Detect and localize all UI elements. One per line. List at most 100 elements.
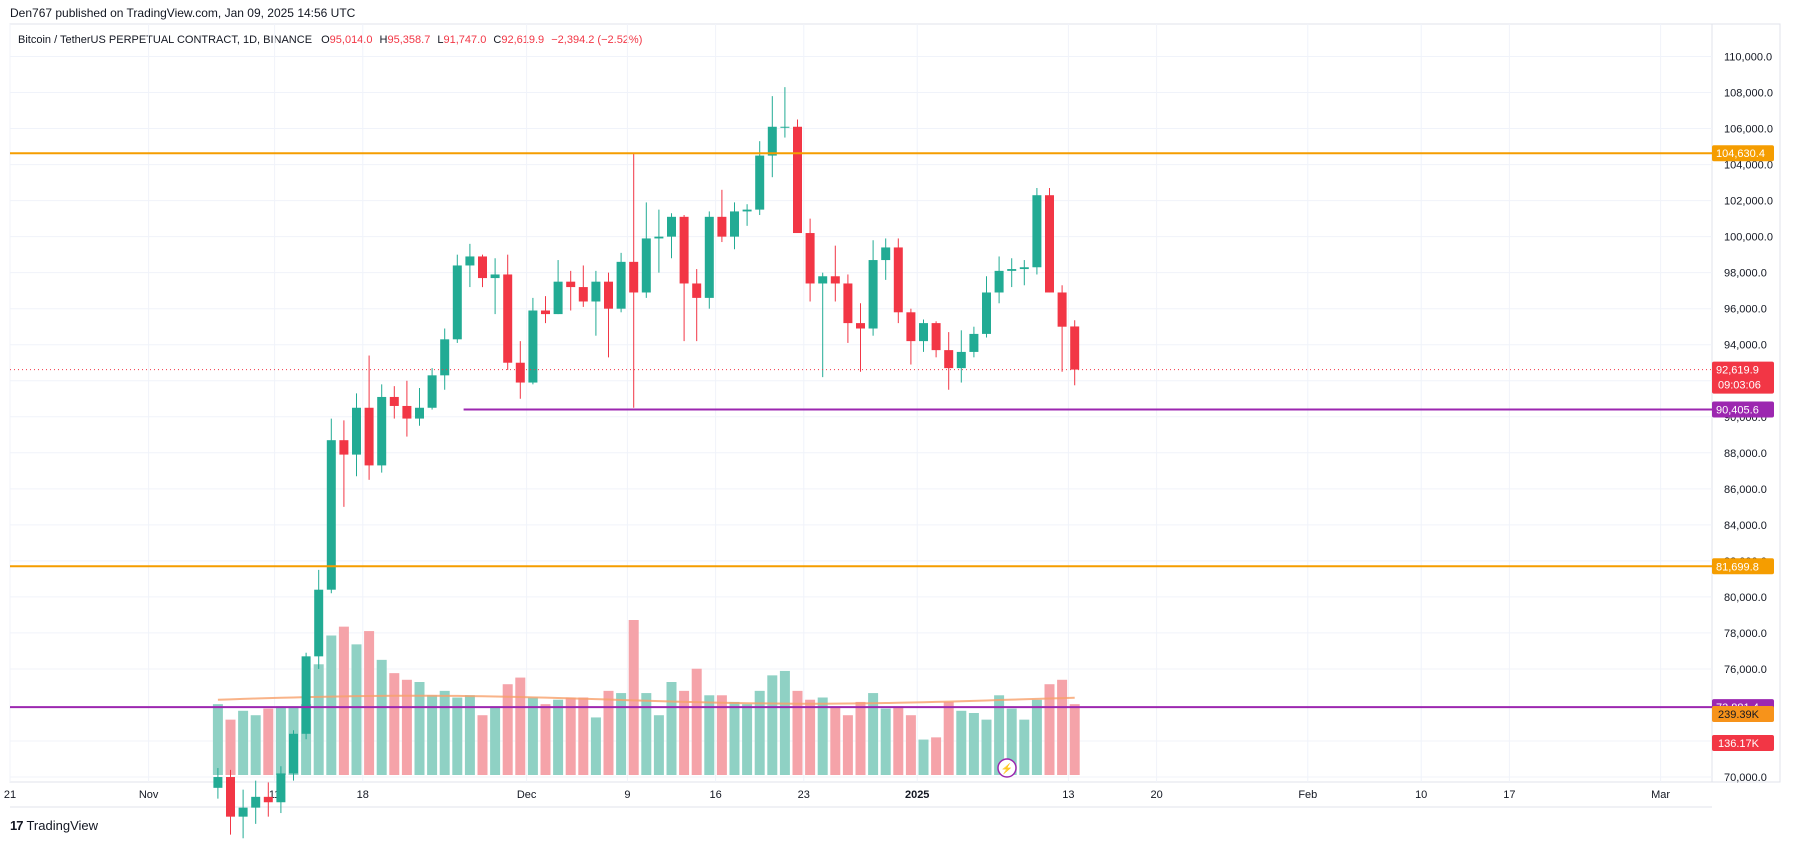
- candle-body[interactable]: [213, 777, 223, 788]
- candle-body[interactable]: [566, 281, 576, 288]
- candle-body[interactable]: [856, 323, 865, 329]
- volume-bar: [805, 699, 816, 775]
- candle-body[interactable]: [1045, 195, 1054, 293]
- candle-body[interactable]: [793, 126, 802, 234]
- candle-body[interactable]: [515, 362, 525, 383]
- candle-body[interactable]: [478, 256, 487, 279]
- volume-bar: [893, 706, 904, 775]
- candle-body[interactable]: [251, 796, 261, 808]
- y-tick-label: 76,000.0: [1724, 664, 1767, 676]
- candle-body[interactable]: [377, 396, 387, 466]
- volume-current-label: 136.17K: [1718, 738, 1760, 750]
- candle-body[interactable]: [742, 209, 752, 212]
- candle-body[interactable]: [503, 274, 513, 363]
- candle-body[interactable]: [604, 281, 613, 309]
- candle-body[interactable]: [881, 247, 891, 261]
- volume-bar: [1044, 684, 1055, 775]
- candle-body[interactable]: [452, 265, 462, 340]
- candle-body[interactable]: [415, 407, 424, 419]
- candle-body[interactable]: [238, 807, 248, 817]
- candle-body[interactable]: [767, 126, 777, 156]
- volume-bar: [250, 715, 261, 775]
- candle-body[interactable]: [906, 312, 916, 342]
- candle-body[interactable]: [1057, 292, 1067, 327]
- candle-body[interactable]: [352, 407, 361, 455]
- candle-body[interactable]: [944, 350, 954, 369]
- candle-body[interactable]: [289, 733, 298, 774]
- candle-body[interactable]: [314, 589, 324, 657]
- candle-body[interactable]: [591, 281, 601, 302]
- y-tick-label: 102,000.0: [1724, 196, 1773, 208]
- candle-body[interactable]: [1070, 326, 1080, 370]
- volume-bar: [968, 713, 979, 775]
- candle-body[interactable]: [818, 276, 828, 284]
- candle-body[interactable]: [402, 405, 412, 419]
- volume-bar: [880, 708, 891, 775]
- y-tick-label: 110,000.0: [1724, 52, 1772, 64]
- candle-body[interactable]: [427, 375, 437, 408]
- candle-body[interactable]: [528, 310, 538, 383]
- candle-body[interactable]: [490, 274, 500, 279]
- candle-body[interactable]: [1019, 267, 1029, 270]
- candle-body[interactable]: [389, 396, 399, 406]
- volume-bar: [628, 620, 639, 775]
- candle-body[interactable]: [679, 216, 689, 284]
- candle-body[interactable]: [440, 339, 450, 376]
- candle-body[interactable]: [956, 351, 966, 369]
- x-tick-label: 17: [1503, 789, 1515, 801]
- candle-body[interactable]: [629, 261, 639, 293]
- candle-body[interactable]: [919, 323, 928, 342]
- candle-body[interactable]: [326, 440, 336, 590]
- candle-body[interactable]: [994, 270, 1004, 293]
- candle-body[interactable]: [982, 292, 991, 334]
- candle-body[interactable]: [1007, 269, 1017, 271]
- candle-body[interactable]: [641, 238, 651, 293]
- candle-body[interactable]: [667, 216, 676, 237]
- candle-body[interactable]: [805, 233, 815, 284]
- candle-body[interactable]: [780, 126, 790, 128]
- candle-body[interactable]: [541, 310, 550, 315]
- candle-body[interactable]: [339, 440, 349, 455]
- candle-body[interactable]: [830, 276, 840, 284]
- volume-bar: [918, 739, 929, 775]
- candle-body[interactable]: [263, 796, 273, 803]
- volume-bar: [754, 690, 765, 775]
- candle-body[interactable]: [654, 236, 664, 239]
- candle-body[interactable]: [226, 777, 235, 817]
- candle-body[interactable]: [692, 283, 702, 298]
- candle-body[interactable]: [465, 256, 475, 266]
- candle-body[interactable]: [730, 211, 739, 237]
- x-tick-label: Dec: [517, 789, 537, 801]
- candle-body[interactable]: [931, 323, 941, 351]
- candle-body[interactable]: [616, 261, 626, 309]
- candle-body[interactable]: [969, 333, 979, 352]
- candle-body[interactable]: [553, 281, 563, 315]
- candle-body[interactable]: [868, 260, 878, 329]
- candle-body[interactable]: [704, 216, 714, 298]
- y-tick-label: 84,000.0: [1724, 520, 1767, 532]
- bolt-icon[interactable]: [997, 758, 1017, 778]
- candle-body[interactable]: [893, 247, 903, 313]
- symbol-legend: Bitcoin / TetherUS PERPETUAL CONTRACT, 1…: [18, 34, 642, 46]
- candle-body[interactable]: [843, 283, 853, 324]
- bolt-glyph: ⚡: [1001, 762, 1013, 775]
- volume-bar: [1006, 708, 1017, 775]
- candle-body[interactable]: [301, 656, 311, 734]
- y-tick-label: 70,000.0: [1724, 772, 1767, 784]
- x-tick-label: 20: [1150, 789, 1162, 801]
- candle-body[interactable]: [578, 287, 588, 302]
- y-tick-label: 78,000.0: [1724, 628, 1767, 640]
- candle-body[interactable]: [717, 216, 727, 237]
- candle-body[interactable]: [755, 155, 765, 210]
- level-price-tag: [1712, 558, 1774, 575]
- level-price-tag: [1712, 401, 1774, 418]
- volume-bar: [1019, 719, 1030, 775]
- candle-body[interactable]: [1032, 195, 1042, 268]
- volume-bar: [641, 693, 652, 775]
- volume-bar: [452, 697, 463, 775]
- volume-bar: [830, 706, 841, 775]
- volume-bar: [729, 701, 740, 775]
- candle-body[interactable]: [276, 773, 286, 803]
- candle-body[interactable]: [364, 407, 374, 466]
